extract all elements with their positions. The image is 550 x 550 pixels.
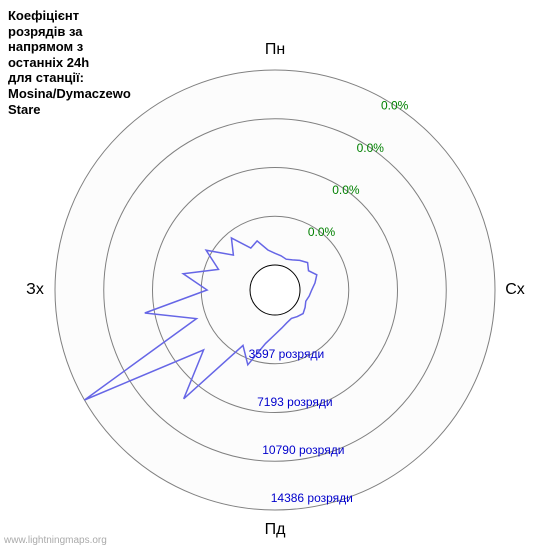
footer-credit: www.lightningmaps.org xyxy=(4,535,107,546)
lower-ring-label: 3597 розряди xyxy=(249,347,325,361)
hub-circle xyxy=(250,265,300,315)
upper-ring-label: 0.0% xyxy=(308,225,336,239)
lower-ring-label: 7193 розряди xyxy=(257,395,333,409)
axis-label: Зх xyxy=(26,281,44,298)
axis-label: Сх xyxy=(505,281,525,298)
axis-label: Пн xyxy=(265,41,285,58)
upper-ring-label: 0.0% xyxy=(381,99,409,113)
lower-ring-label: 10790 розряди xyxy=(262,443,344,457)
chart-title: Коефіцієнтрозрядів занапрямом зостанніх … xyxy=(8,8,131,117)
axis-label: Пд xyxy=(265,521,287,538)
upper-ring-label: 0.0% xyxy=(332,183,360,197)
lower-ring-label: 14386 розряди xyxy=(271,491,353,505)
upper-ring-label: 0.0% xyxy=(357,141,385,155)
